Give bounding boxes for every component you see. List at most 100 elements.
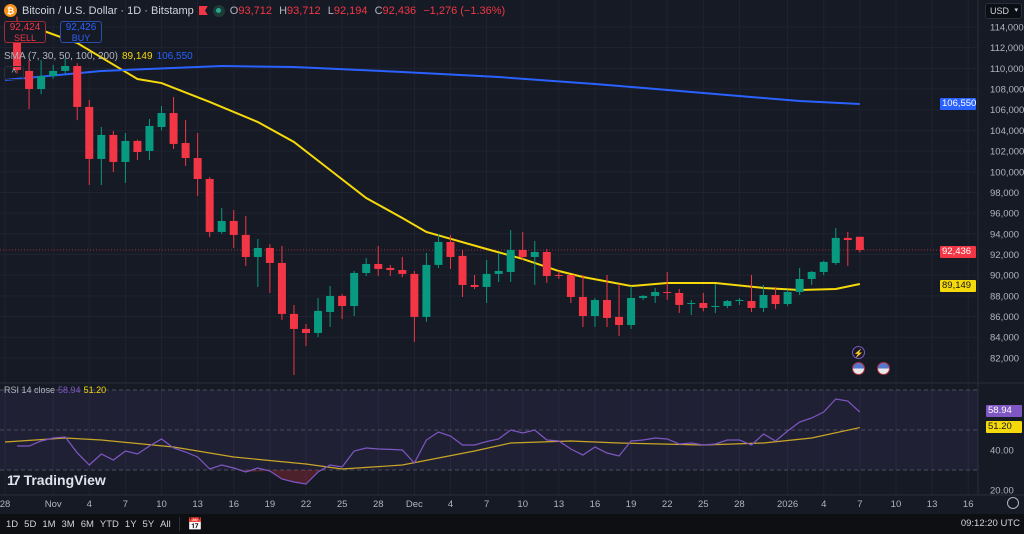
time-tick-label: Dec — [406, 499, 423, 510]
candle-body — [578, 296, 587, 317]
candle — [326, 286, 335, 327]
rsi-band-fill — [0, 390, 978, 470]
candle-body — [723, 301, 732, 306]
candle — [289, 304, 298, 375]
candle-body — [326, 295, 335, 312]
sell-button[interactable]: 92,424 SELL — [4, 21, 46, 43]
price-tick-label: 98,000 — [990, 188, 1019, 199]
price-tick-label: 88,000 — [990, 291, 1019, 302]
candle-body — [807, 271, 816, 279]
time-tick-label: 4 — [448, 499, 453, 510]
time-tick-label: 25 — [698, 499, 709, 510]
price-tick-label: 82,000 — [990, 353, 1019, 364]
axis-settings-gear-icon[interactable] — [1007, 497, 1019, 509]
us-flag-event-icon[interactable] — [877, 362, 890, 375]
range-1m[interactable]: 1M — [42, 518, 56, 530]
candle — [302, 323, 310, 346]
range-3m[interactable]: 3M — [61, 518, 75, 530]
buy-button[interactable]: 92,426 BUY — [60, 21, 102, 43]
candle-body — [49, 70, 58, 77]
price-tick-label: 108,000 — [990, 85, 1024, 96]
candle — [482, 259, 491, 303]
candle — [627, 286, 636, 329]
candle — [831, 228, 840, 265]
toolbar-divider — [178, 517, 180, 531]
currency-select[interactable]: USD ▾ — [985, 3, 1022, 19]
candle — [241, 216, 250, 266]
candle — [97, 126, 106, 185]
market-status-icon[interactable] — [212, 4, 225, 17]
time-tick-label: 10 — [891, 499, 902, 510]
range-1d[interactable]: 1D — [6, 518, 19, 530]
us-flag-event-icon[interactable] — [852, 362, 865, 375]
range-all[interactable]: All — [160, 518, 171, 530]
candle-body — [289, 313, 298, 329]
calendar-goto-icon[interactable]: 📅 — [187, 517, 203, 531]
range-ytd[interactable]: YTD — [99, 518, 119, 530]
candle-body — [783, 292, 792, 305]
range-6m[interactable]: 6M — [80, 518, 94, 530]
candle — [494, 252, 503, 282]
candle — [723, 299, 732, 309]
change-value: −1,276 (−1.36%) — [423, 4, 506, 17]
time-tick-label: 4 — [821, 499, 826, 510]
candle-body — [109, 134, 118, 162]
price-tick-label: 102,000 — [990, 147, 1024, 158]
tradingview-logo[interactable]: 17 TradingView — [7, 472, 106, 488]
candle-body — [518, 249, 527, 257]
candle-body — [181, 143, 190, 159]
candle-body — [855, 236, 864, 250]
candle-body — [241, 234, 250, 257]
candle — [639, 295, 648, 300]
candle — [434, 233, 443, 268]
rsi-line — [17, 398, 861, 485]
range-5d[interactable]: 5D — [24, 518, 37, 530]
candle — [795, 267, 804, 296]
range-1y[interactable]: 1Y — [124, 518, 137, 530]
time-tick-label: 19 — [626, 499, 637, 510]
candle-body — [73, 65, 82, 107]
candle — [374, 246, 383, 276]
candle — [253, 238, 262, 287]
symbol-title[interactable]: Bitcoin / U.S. Dollar · 1D · Bitstamp — [22, 4, 194, 17]
chevron-down-icon: ▾ — [1014, 7, 1018, 14]
candle-body — [338, 295, 347, 306]
range-5y[interactable]: 5Y — [142, 518, 155, 530]
candle-body — [554, 274, 563, 276]
candle — [542, 248, 551, 283]
candle — [735, 298, 744, 305]
price-tick-label: 86,000 — [990, 312, 1019, 323]
clock[interactable]: 09:12:20 UTC — [960, 518, 1020, 529]
candle-body — [747, 301, 756, 308]
collapse-legend-button[interactable]: ^ — [4, 66, 24, 80]
candle — [25, 59, 34, 109]
candle — [193, 132, 202, 196]
time-tick-label: 13 — [192, 499, 203, 510]
price-tick-label: 92,000 — [990, 250, 1019, 261]
candle — [398, 256, 407, 278]
time-tick-label: 19 — [265, 499, 276, 510]
candle — [277, 246, 286, 320]
price-tick-label: 114,000 — [990, 23, 1024, 34]
time-tick-label: 28 — [0, 499, 10, 510]
chart-canvas[interactable]: 114,000 112,000 110,000 108,000 106,000 104,0… — [0, 0, 1024, 514]
candle-body — [121, 140, 130, 162]
candle-body — [831, 237, 840, 263]
sma-legend[interactable]: SMA (7, 30, 50, 100, 200) 89,149 106,550 — [4, 51, 193, 62]
time-tick-label: 28 — [734, 499, 745, 510]
price-tick-label: 106,000 — [990, 105, 1024, 116]
candle-body — [350, 272, 359, 306]
candle-body — [759, 295, 768, 308]
candle-body — [61, 65, 70, 71]
rsi-legend[interactable]: RSI 14 close 58.94 51.20 — [4, 385, 107, 395]
candle-body — [615, 316, 624, 325]
time-tick-label: 16 — [590, 499, 601, 510]
lightning-event-icon[interactable]: ⚡ — [852, 346, 865, 359]
candle-body — [482, 273, 491, 287]
candle-body — [169, 113, 178, 144]
time-tick-label: 4 — [87, 499, 92, 510]
rsi-ma-price-label: 51.20 — [986, 421, 1022, 433]
candle-body — [566, 274, 575, 297]
flag-icon[interactable] — [198, 6, 208, 15]
time-tick-label: 10 — [517, 499, 528, 510]
